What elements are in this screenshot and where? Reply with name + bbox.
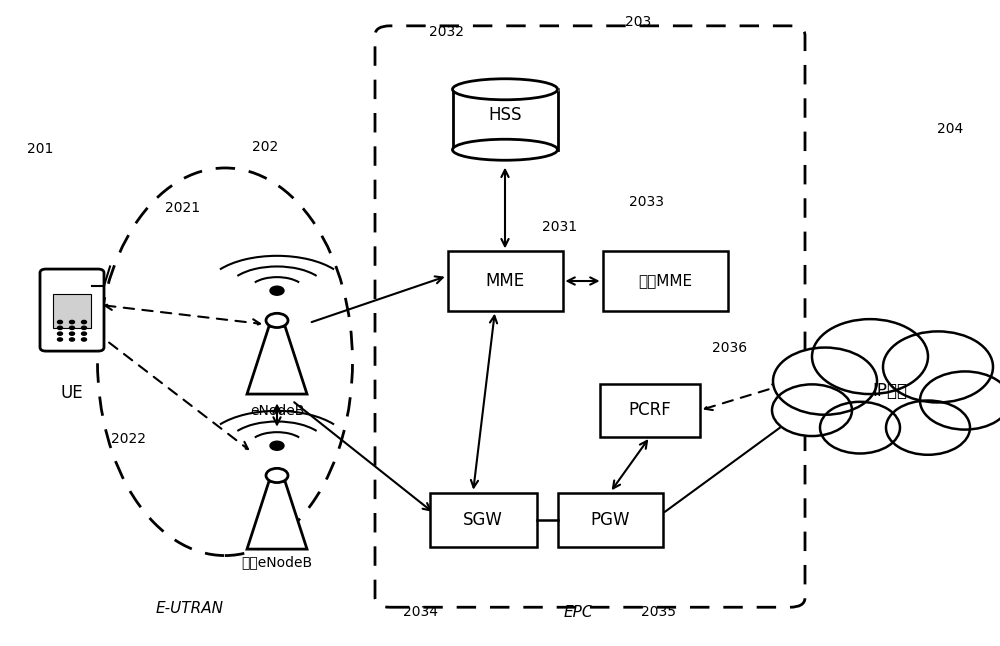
Bar <box>452 89 558 150</box>
Text: 2021: 2021 <box>165 201 201 215</box>
Circle shape <box>886 401 970 455</box>
FancyBboxPatch shape <box>40 269 104 351</box>
Circle shape <box>70 320 74 324</box>
Bar <box>602 251 728 311</box>
Circle shape <box>812 319 928 394</box>
Circle shape <box>58 326 62 329</box>
Text: 2031: 2031 <box>542 220 578 234</box>
Text: 其它MME: 其它MME <box>638 273 692 289</box>
Text: PCRF: PCRF <box>629 401 671 419</box>
Circle shape <box>58 338 62 341</box>
Text: 203: 203 <box>625 15 651 29</box>
Polygon shape <box>247 481 307 549</box>
Circle shape <box>820 402 900 453</box>
Text: SGW: SGW <box>463 511 503 529</box>
Bar <box>558 492 662 548</box>
Circle shape <box>920 371 1000 430</box>
Circle shape <box>58 320 62 324</box>
Ellipse shape <box>452 140 558 160</box>
Circle shape <box>81 332 86 335</box>
Ellipse shape <box>266 313 288 328</box>
Text: E-UTRAN: E-UTRAN <box>156 601 224 616</box>
Text: 2034: 2034 <box>402 605 438 620</box>
Circle shape <box>772 384 852 436</box>
Text: HSS: HSS <box>488 106 522 124</box>
Circle shape <box>883 331 993 402</box>
Text: 202: 202 <box>252 140 278 154</box>
Text: IP业务: IP业务 <box>872 382 908 400</box>
Circle shape <box>70 332 74 335</box>
Bar <box>430 492 536 548</box>
Text: eNodeB: eNodeB <box>250 404 304 418</box>
Text: 204: 204 <box>937 122 963 136</box>
Text: 2032: 2032 <box>430 25 464 39</box>
Circle shape <box>270 286 284 295</box>
Circle shape <box>81 326 86 329</box>
Bar <box>600 384 700 437</box>
Circle shape <box>270 441 284 450</box>
Ellipse shape <box>452 79 558 99</box>
Text: PGW: PGW <box>590 511 630 529</box>
Text: 其它eNodeB: 其它eNodeB <box>241 556 313 570</box>
Text: 2035: 2035 <box>640 605 676 620</box>
Bar <box>448 251 562 311</box>
Circle shape <box>70 326 74 329</box>
Text: EPC: EPC <box>563 605 593 620</box>
Text: 2033: 2033 <box>630 194 664 209</box>
Text: 201: 201 <box>27 141 53 156</box>
Circle shape <box>81 320 86 324</box>
Circle shape <box>70 338 74 341</box>
Bar <box>53 295 91 328</box>
Polygon shape <box>247 326 307 394</box>
Circle shape <box>58 332 62 335</box>
Circle shape <box>81 338 86 341</box>
Text: MME: MME <box>485 272 525 290</box>
Text: 2036: 2036 <box>712 340 748 355</box>
Text: 2022: 2022 <box>110 432 146 446</box>
Ellipse shape <box>266 468 288 483</box>
Text: UE: UE <box>61 384 83 402</box>
Circle shape <box>773 348 877 415</box>
